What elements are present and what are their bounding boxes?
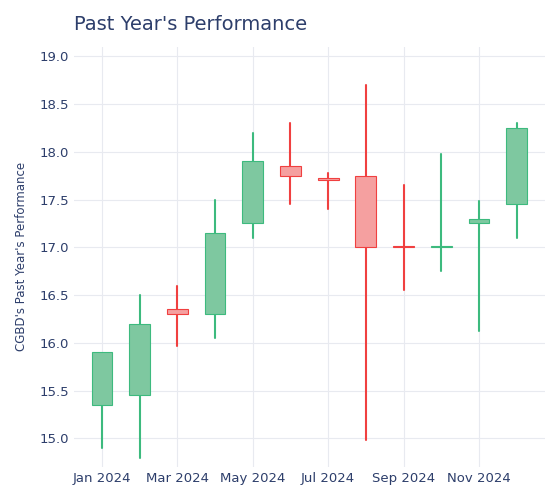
Bar <box>91 352 112 405</box>
Bar <box>356 176 376 248</box>
Bar <box>469 218 489 224</box>
Bar <box>506 128 527 204</box>
Bar <box>393 246 414 248</box>
Bar <box>318 178 339 180</box>
Bar <box>280 166 301 175</box>
Bar <box>129 324 150 396</box>
Bar <box>167 310 188 314</box>
Y-axis label: CGBD's Past Year's Performance: CGBD's Past Year's Performance <box>15 162 28 352</box>
Text: Past Year's Performance: Past Year's Performance <box>73 15 307 34</box>
Bar <box>431 246 452 248</box>
Bar <box>204 233 225 314</box>
Bar <box>242 162 263 224</box>
